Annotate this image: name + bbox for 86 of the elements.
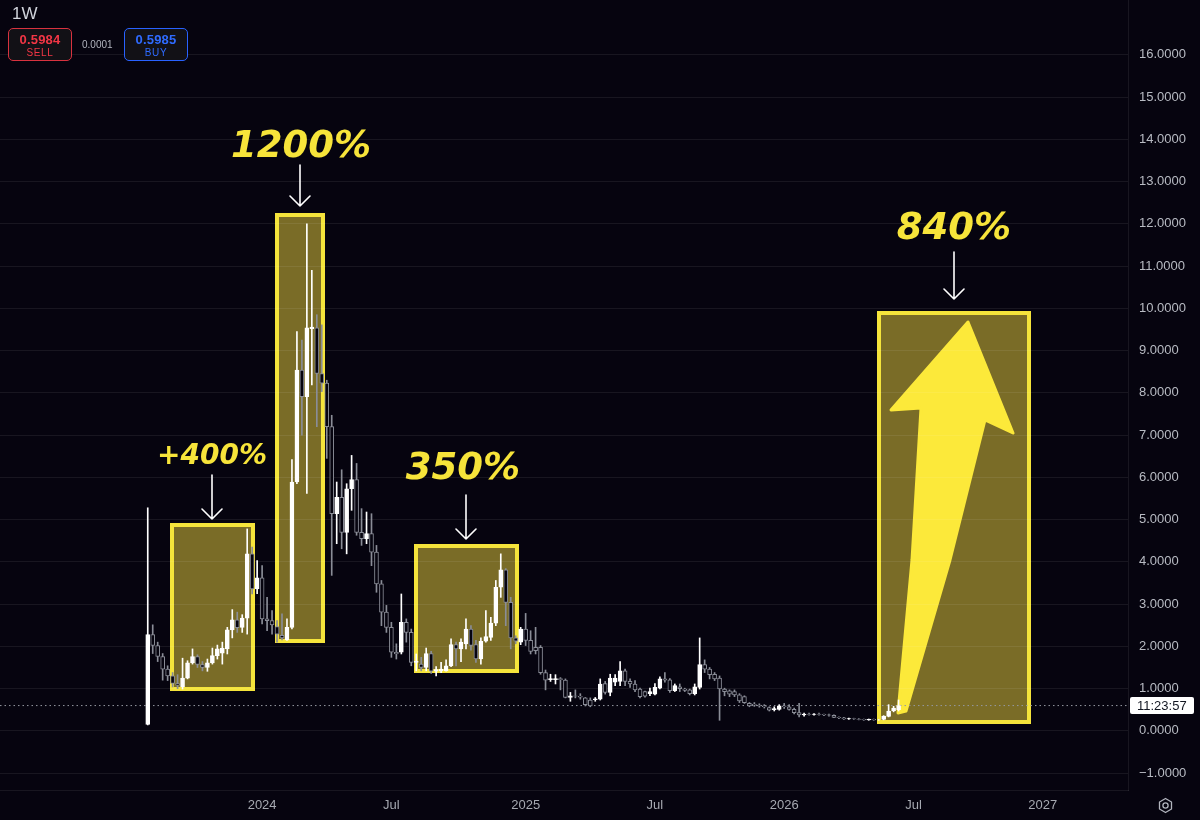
y-tick-label: 3.0000	[1139, 595, 1179, 611]
candlestick	[781, 703, 787, 709]
candlestick	[369, 513, 374, 566]
y-tick-label: 9.0000	[1139, 342, 1179, 358]
candlestick	[543, 669, 548, 691]
y-tick-label: 10.0000	[1139, 299, 1186, 315]
x-tick-label: 2026	[769, 797, 799, 813]
candlestick	[319, 324, 325, 392]
annotation: 350%	[405, 444, 521, 488]
candlestick	[737, 693, 742, 703]
y-tick-label: −1.0000	[1139, 764, 1187, 780]
candlestick	[727, 689, 732, 697]
candlestick	[518, 627, 523, 645]
candlestick	[742, 695, 747, 704]
y-tick-label: 2.0000	[1139, 637, 1179, 653]
y-tick-label: 7.0000	[1139, 426, 1179, 442]
candlestick	[175, 674, 180, 689]
candlestick	[384, 605, 389, 633]
y-tick-label: 5.0000	[1139, 511, 1179, 527]
candlestick	[364, 511, 369, 545]
candlestick	[578, 693, 583, 700]
candlestick	[523, 613, 528, 646]
candlestick	[339, 469, 344, 550]
x-tick-label: Jul	[383, 797, 400, 813]
candlestick	[264, 597, 270, 632]
candlestick	[563, 678, 568, 699]
candlestick	[896, 699, 901, 712]
y-tick-label: 16.0000	[1139, 46, 1186, 62]
candlestick	[180, 657, 185, 690]
candlestick	[712, 672, 717, 681]
annotation: 0.5985 BUY	[124, 28, 188, 61]
candlestick	[389, 621, 394, 658]
chart-title: 1W	[12, 4, 38, 24]
candlestick	[399, 593, 404, 655]
x-tick-label: Jul	[646, 797, 664, 813]
candlestick	[702, 659, 707, 673]
candlestick	[224, 627, 230, 655]
annotation: 0.5984 SELL	[8, 28, 72, 61]
candlestick	[170, 672, 175, 688]
candlestick	[722, 687, 727, 697]
candlestick	[165, 665, 170, 681]
text: 11:23:57	[1130, 697, 1194, 715]
candlestick	[190, 648, 195, 665]
candlestick	[160, 653, 165, 681]
y-tick-label: 8.0000	[1139, 384, 1179, 400]
x-tick-label: 2025	[511, 797, 541, 813]
candlestick	[215, 644, 220, 660]
candlestick	[533, 627, 538, 655]
y-tick-label: 1.0000	[1139, 680, 1179, 696]
candlestick	[413, 653, 419, 672]
candlestick	[886, 704, 891, 718]
y-tick-label: 12.0000	[1139, 215, 1186, 231]
candlestick	[205, 658, 210, 672]
candlestick	[662, 672, 668, 683]
candlestick	[697, 637, 702, 690]
candlestick	[344, 483, 349, 555]
x-tick-label: 2024	[247, 797, 277, 813]
annotation: 1200%	[230, 122, 372, 166]
candlestick	[538, 645, 543, 675]
y-tick-label: 0.0000	[1139, 722, 1179, 738]
candlestick	[349, 455, 354, 511]
candlestick	[354, 463, 359, 536]
candlestick	[359, 508, 364, 546]
candlestick	[374, 545, 379, 593]
candlestick	[707, 667, 712, 680]
annotation: +400%	[157, 437, 267, 471]
x-tick-label: 2027	[1028, 797, 1058, 813]
y-tick-label: 11.0000	[1139, 257, 1186, 273]
candlestick	[155, 641, 161, 662]
candlestick	[568, 692, 573, 702]
x-tick-label: Jul	[905, 797, 922, 813]
candlestick	[732, 689, 737, 697]
y-tick-label: 14.0000	[1139, 130, 1186, 146]
candlestick	[403, 618, 409, 643]
candlestick	[210, 647, 215, 665]
y-tick-label: 6.0000	[1139, 468, 1179, 484]
candlestick	[528, 630, 533, 655]
annotation: 0.0001	[82, 39, 113, 51]
y-tick-label: 13.0000	[1139, 173, 1186, 189]
candlestick	[185, 660, 190, 680]
y-tick-label: 15.0000	[1139, 88, 1186, 104]
annotation: 840%	[896, 204, 1012, 248]
candlestick	[195, 654, 200, 668]
y-tick-label: 4.0000	[1139, 553, 1179, 569]
candlestick	[379, 580, 384, 626]
candlestick	[200, 661, 205, 672]
